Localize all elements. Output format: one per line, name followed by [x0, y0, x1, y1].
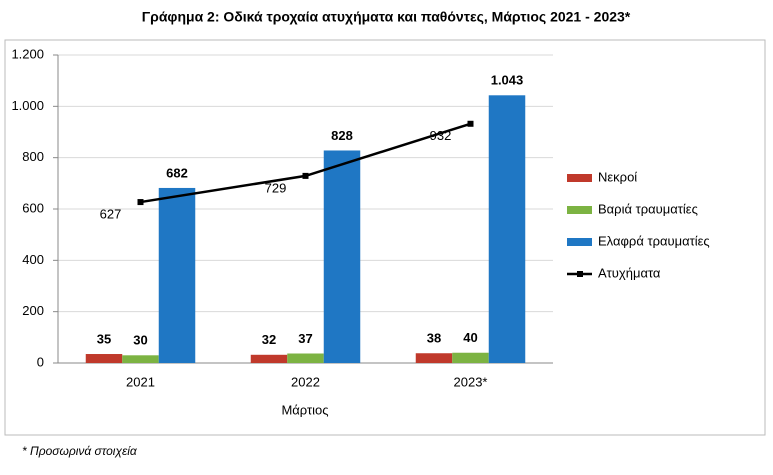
bar: [158, 187, 196, 363]
data-label: 682: [166, 165, 188, 180]
data-label: 932: [430, 128, 452, 143]
bar: [122, 355, 159, 363]
data-label: 40: [463, 330, 477, 345]
data-label: 828: [331, 128, 353, 143]
chart-frame: [4, 39, 766, 436]
x-tick-label: 2023*: [454, 374, 488, 389]
bar: [323, 150, 361, 363]
line-marker: [467, 120, 474, 127]
data-label: 729: [265, 180, 287, 195]
y-tick-label: 400: [22, 252, 44, 267]
line-marker: [302, 172, 309, 179]
data-label: 32: [262, 332, 276, 347]
legend-label: Ατυχήματα: [598, 265, 661, 280]
x-tick-label: 2022: [291, 374, 320, 389]
y-tick-label: 800: [22, 149, 44, 164]
legend-swatch: [567, 206, 592, 214]
data-label: 35: [97, 331, 111, 346]
y-tick-label: 1.000: [11, 98, 44, 113]
x-axis-label: Μάρτιος: [281, 402, 328, 417]
bar: [415, 353, 453, 363]
data-label: 1.043: [491, 73, 524, 88]
data-label: 30: [133, 333, 147, 348]
footnote: * Προσωρινά στοιχεία: [22, 444, 138, 458]
line-marker: [137, 199, 144, 206]
y-tick-label: 1.200: [11, 46, 44, 61]
legend-swatch: [577, 271, 583, 277]
legend-label: Ελαφρά τραυματίες: [598, 233, 710, 248]
data-label: 37: [298, 331, 312, 346]
data-label: 627: [100, 207, 122, 222]
y-tick-label: 600: [22, 200, 44, 215]
legend-label: Νεκροί: [598, 169, 637, 184]
legend-swatch: [567, 238, 592, 246]
legend-label: Βαριά τραυματίες: [598, 201, 698, 216]
data-label: 38: [427, 331, 441, 346]
legend-swatch: [567, 174, 592, 182]
bar: [85, 354, 123, 363]
y-tick-label: 0: [37, 354, 44, 369]
x-tick-label: 2021: [126, 374, 155, 389]
bar: [250, 354, 288, 363]
bar: [287, 353, 324, 363]
chart-title: Γράφημα 2: Οδικά τροχαία ατυχήματα και π…: [142, 9, 631, 25]
bar: [452, 352, 489, 363]
y-tick-label: 200: [22, 303, 44, 318]
bar: [488, 95, 526, 364]
